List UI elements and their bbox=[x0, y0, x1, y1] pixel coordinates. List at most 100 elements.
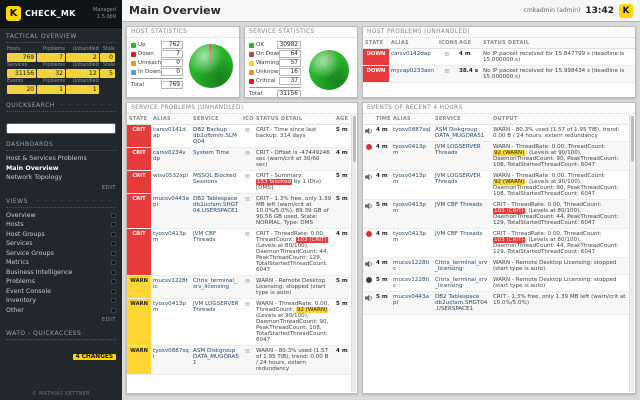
tactical-value-cell[interactable]: 20 bbox=[7, 85, 37, 94]
table-row[interactable]: WARN tyosv0413pm JVM LOGSERVER Threads ≡ WAR… bbox=[127, 298, 350, 346]
expand-button[interactable] bbox=[111, 307, 116, 313]
sidebar-item-view[interactable]: Services bbox=[6, 239, 116, 249]
service-name[interactable]: JVM CBF Threads bbox=[433, 228, 491, 258]
col-alias[interactable]: ALIAS bbox=[389, 38, 437, 49]
sidebar-item-view[interactable]: Host Groups bbox=[6, 230, 116, 240]
service-name[interactable]: Citrix_terminal_srv_licensing bbox=[191, 275, 241, 299]
wato-changes-link[interactable]: 4 CHANGES bbox=[72, 354, 116, 360]
col-icons[interactable]: ICONS bbox=[241, 114, 254, 125]
service-name[interactable]: JVM LOGSERVER Threads bbox=[433, 170, 491, 200]
service-name[interactable]: JVM LOGSERVER Threads bbox=[191, 298, 241, 346]
sidebar-item-view[interactable]: Business Intelligence bbox=[6, 268, 116, 278]
row-menu-icon[interactable]: ≡ bbox=[244, 149, 251, 157]
sidebar-item-dashboard[interactable]: Main Overview bbox=[6, 164, 116, 174]
row-menu-icon[interactable]: ≡ bbox=[444, 67, 450, 75]
sidebar-item-view[interactable]: Other bbox=[6, 306, 116, 316]
table-row[interactable]: DOWN carsv0142dap ≡ 4 m No IP packet receive… bbox=[363, 48, 635, 66]
table-row[interactable]: DOWN mycap0233asn ≡ 38.4 s No IP packet rece… bbox=[363, 65, 635, 83]
col-output[interactable]: OUTPUT bbox=[491, 114, 628, 125]
expand-button[interactable] bbox=[111, 231, 116, 237]
expand-button[interactable] bbox=[111, 260, 116, 266]
table-row[interactable]: 5 m mucsv0443apl DB2 Tablespace db2ucfam.S… bbox=[363, 291, 628, 315]
sidebar-item-view[interactable]: Event Console bbox=[6, 287, 116, 297]
service-name[interactable]: Citrix_terminal_srv_licensing bbox=[433, 274, 491, 292]
sidebar-item-dashboard[interactable]: Host & Services Problems bbox=[6, 154, 116, 164]
sidebar-item-view[interactable]: Overview bbox=[6, 211, 116, 221]
views-edit-link[interactable]: EDIT bbox=[101, 317, 116, 323]
col-age[interactable]: AGE bbox=[334, 114, 350, 125]
host-alias[interactable]: mucsv1228tic bbox=[151, 275, 191, 299]
tactical-value-cell[interactable]: 769 bbox=[7, 53, 37, 62]
col-state[interactable]: STATE bbox=[127, 114, 151, 125]
host-alias[interactable]: mucsv0443apl bbox=[391, 291, 433, 315]
service-name[interactable]: JVM CBF Threads bbox=[191, 228, 241, 276]
table-row[interactable]: WARN mucsv1228tic Citrix_terminal_srv_lice… bbox=[127, 275, 350, 299]
sidebar-item-view[interactable]: Hosts bbox=[6, 220, 116, 230]
tactical-value-cell[interactable]: 0 bbox=[99, 53, 115, 62]
row-menu-icon[interactable]: ≡ bbox=[244, 277, 251, 285]
service-name[interactable]: MSSQL Blocked Sessions bbox=[191, 170, 241, 194]
user-label[interactable]: cmkadmin (admin) bbox=[523, 7, 581, 14]
col-age[interactable]: AGE bbox=[457, 38, 481, 49]
row-menu-icon[interactable]: ≡ bbox=[244, 230, 251, 238]
tactical-value-cell[interactable]: 32 bbox=[37, 69, 65, 78]
table-row[interactable]: 4 m tyosv0413pm JVM LOGSERVER Threads WARN … bbox=[363, 141, 628, 171]
sidebar-item-view[interactable]: Metrics bbox=[6, 258, 116, 268]
row-menu-icon[interactable]: ≡ bbox=[244, 195, 251, 203]
table-row[interactable]: 5 m tyosv0413pm JVM CBF Threads CRIT - Thre… bbox=[363, 199, 628, 229]
col-icons[interactable]: ICONS bbox=[437, 38, 457, 49]
col-status-detail[interactable]: STATUS DETAIL bbox=[254, 114, 334, 125]
col-time[interactable]: TIME bbox=[374, 114, 391, 125]
scrollbar-thumb[interactable] bbox=[353, 116, 356, 162]
col-service[interactable]: SERVICE bbox=[433, 114, 491, 125]
service-name[interactable]: DB2 Tablespace db2ucfam.SHGT04.USERSPACE… bbox=[433, 291, 491, 315]
expand-button[interactable] bbox=[111, 212, 116, 218]
col-status-detail[interactable]: STATUS DETAIL bbox=[481, 38, 635, 49]
host-alias[interactable]: carsv0141dap bbox=[151, 124, 191, 148]
host-alias[interactable]: mucsv1228tic bbox=[391, 274, 433, 292]
service-name[interactable]: System Time bbox=[191, 147, 241, 171]
scrollbar-thumb[interactable] bbox=[631, 116, 634, 162]
table-row[interactable]: 4 m mucsv1228tic Citrix_terminal_srv_licen… bbox=[363, 257, 628, 275]
tactical-value-cell[interactable]: 1 bbox=[37, 85, 65, 94]
host-alias[interactable]: wisv0532xpl bbox=[151, 170, 191, 194]
host-alias[interactable]: mycap0233asn bbox=[389, 65, 437, 83]
service-name[interactable]: JVM CBF Threads bbox=[433, 199, 491, 229]
expand-button[interactable] bbox=[111, 298, 116, 304]
row-menu-icon[interactable]: ≡ bbox=[244, 172, 251, 180]
host-alias[interactable]: tyosv0413pm bbox=[391, 141, 433, 171]
host-alias[interactable]: mucsv1228tic bbox=[391, 257, 433, 275]
sidebar-item-view[interactable]: Service Groups bbox=[6, 249, 116, 259]
table-row[interactable]: WARN tyosv0887sql ASM Diskgroup DATA_MUGOR… bbox=[127, 345, 350, 375]
dashboards-edit-link[interactable]: EDIT bbox=[101, 184, 116, 191]
sidebar-item-view[interactable]: Inventory bbox=[6, 296, 116, 306]
table-row[interactable]: CRIT carsv0234vdp System Time ≡ CRIT - Offse… bbox=[127, 147, 350, 171]
checkmk-logo-icon[interactable]: K bbox=[6, 6, 21, 21]
row-menu-icon[interactable]: ≡ bbox=[244, 347, 251, 355]
table-row[interactable]: 4 m tyosv0413pm JVM CBF Threads CRIT - Thre… bbox=[363, 228, 628, 258]
host-alias[interactable]: tyosv0413pm bbox=[391, 228, 433, 258]
tactical-value-cell[interactable]: 2 bbox=[65, 53, 99, 62]
table-row[interactable]: 4 m tyosv0413pm JVM LOGSERVER Threads WARN … bbox=[363, 170, 628, 200]
col-state[interactable]: STATE bbox=[363, 38, 389, 49]
sidebar-item-view[interactable]: Problems bbox=[6, 277, 116, 287]
expand-button[interactable] bbox=[111, 269, 116, 275]
row-menu-icon[interactable]: ≡ bbox=[244, 300, 251, 308]
service-name[interactable]: DB2 Backup db2ufbmm.SLMQ04 bbox=[191, 124, 241, 148]
host-alias[interactable]: tyosv0413pm bbox=[151, 228, 191, 276]
expand-button[interactable] bbox=[111, 222, 116, 228]
host-alias[interactable]: carsv0234vdp bbox=[151, 147, 191, 171]
service-name[interactable]: DB2 Tablespace db2ucfam.SHGT04.USERSPACE… bbox=[191, 193, 241, 229]
col-alias[interactable]: ALIAS bbox=[391, 114, 433, 125]
row-menu-icon[interactable]: ≡ bbox=[244, 126, 251, 134]
service-name[interactable]: Citrix_terminal_srv_licensing bbox=[433, 257, 491, 275]
expand-button[interactable] bbox=[111, 279, 116, 285]
host-alias[interactable]: tyosv0413pm bbox=[391, 199, 433, 229]
row-menu-icon[interactable]: ≡ bbox=[444, 50, 450, 58]
host-alias[interactable]: tyosv0887sql bbox=[391, 124, 433, 142]
expand-button[interactable] bbox=[111, 241, 116, 247]
tactical-value-cell[interactable]: 7 bbox=[37, 53, 65, 62]
table-row[interactable]: 4 m tyosv0887sql ASM Diskgroup DATA_MUGORA… bbox=[363, 124, 628, 142]
col-service[interactable]: SERVICE bbox=[191, 114, 241, 125]
table-row[interactable]: 5 m mucsv1228tic Citrix_terminal_srv_licen… bbox=[363, 274, 628, 292]
